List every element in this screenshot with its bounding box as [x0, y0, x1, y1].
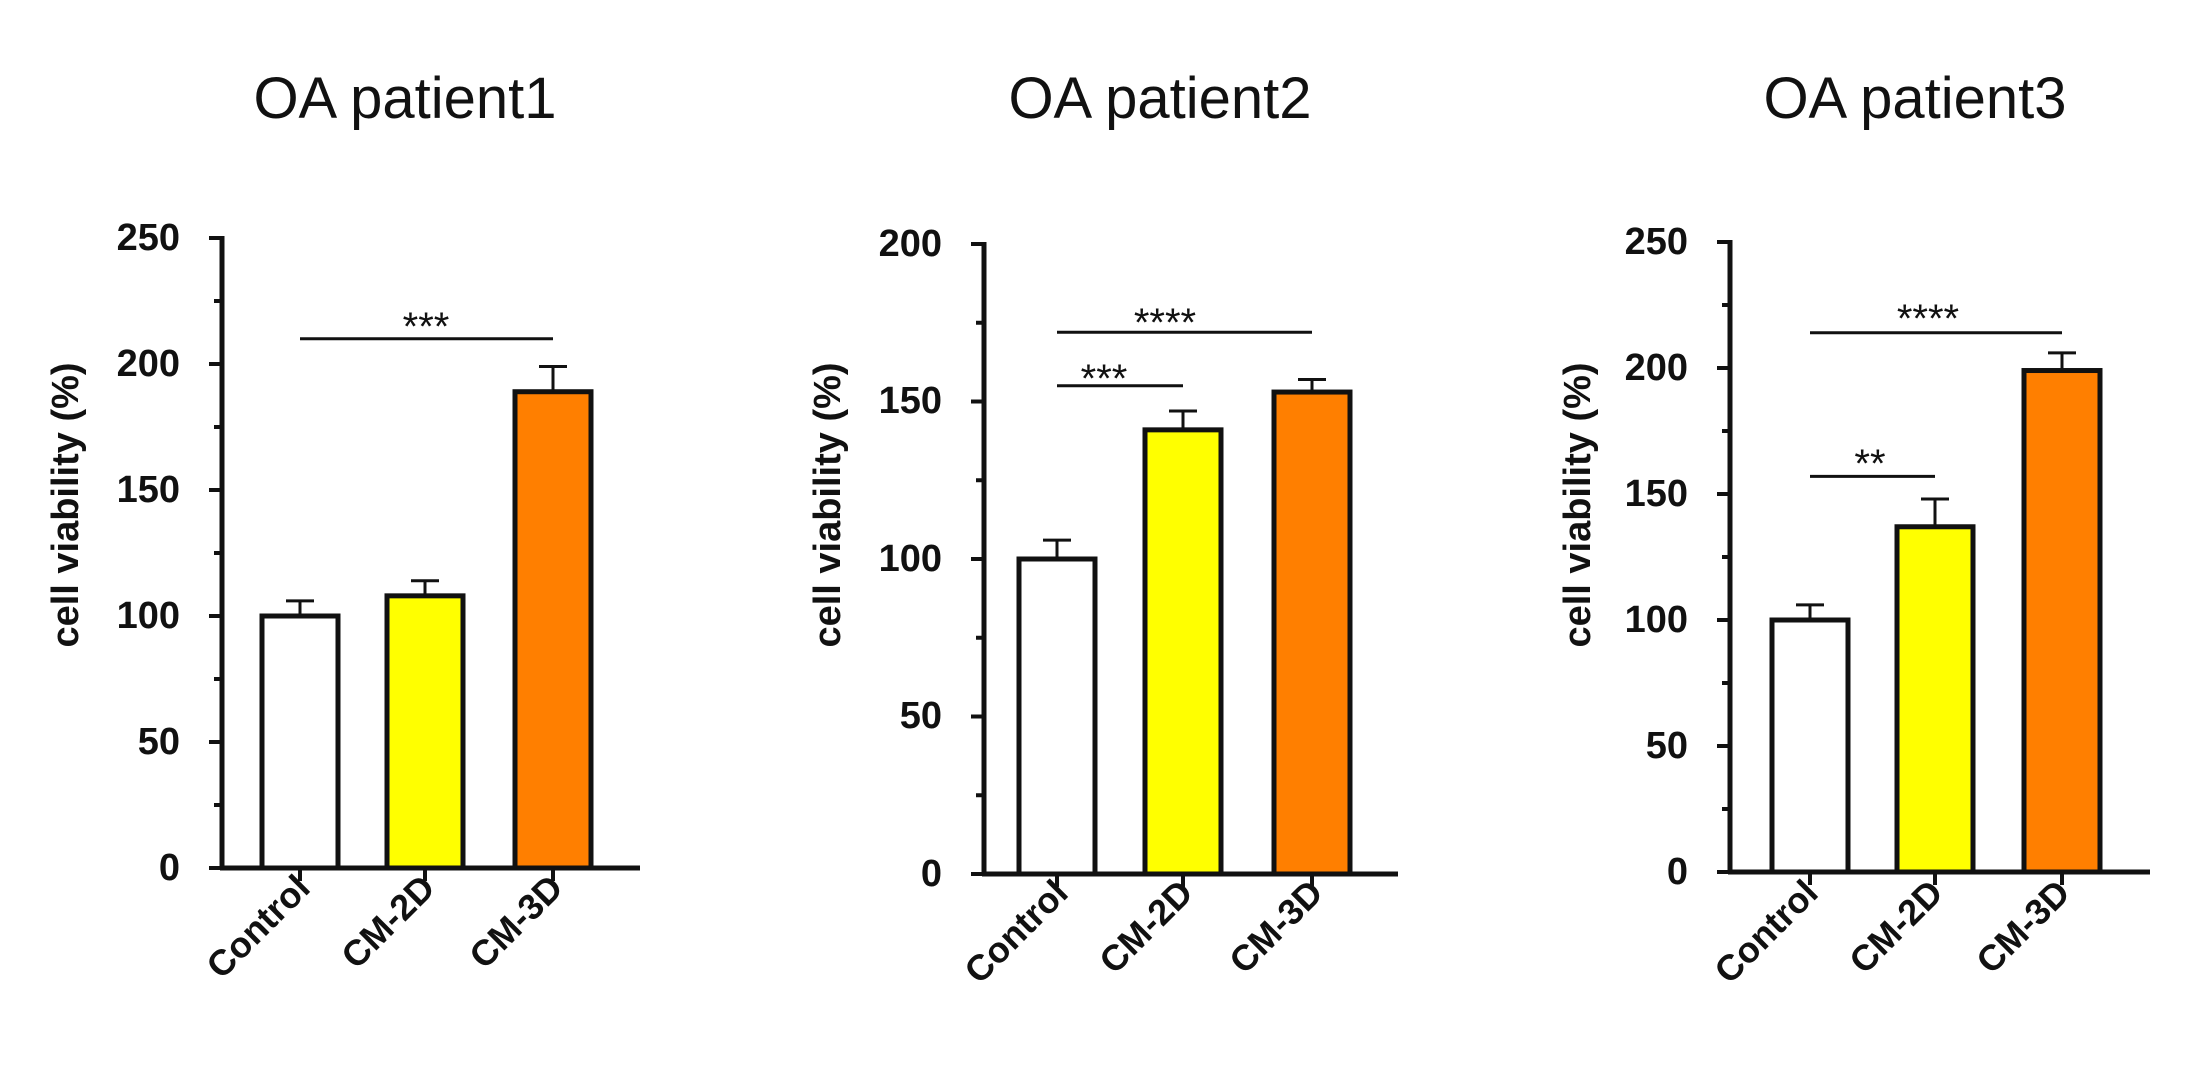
y-tick-label: 50	[1646, 725, 1688, 767]
y-tick-label: 0	[159, 847, 180, 889]
x-tick-label: CM-2D	[333, 867, 443, 977]
plot-area	[971, 242, 1398, 887]
significance-label: ****	[1897, 297, 1959, 341]
significance-label: ****	[1134, 301, 1196, 345]
chart-title: OA patient1	[253, 66, 556, 131]
x-tick-label: CM-3D	[1221, 872, 1331, 982]
y-tick-label: 100	[1625, 599, 1688, 641]
y-tick-label: 0	[1667, 851, 1688, 893]
x-tick-label: Control	[1706, 872, 1825, 991]
x-tick-label: CM-2D	[1841, 872, 1951, 982]
x-tick-label: Control	[198, 867, 317, 986]
bar-cm-2d	[1142, 427, 1224, 877]
plot-area	[209, 236, 640, 881]
bar-cm-3d	[1271, 389, 1353, 877]
x-tick-label: CM-3D	[461, 867, 571, 977]
significance-labels: ***	[403, 305, 450, 349]
y-tick-labels: 0 50 100 150 200 250	[117, 217, 180, 889]
bar-cm-2d	[384, 593, 466, 871]
bar-control	[1016, 556, 1098, 877]
y-tick-label: 0	[921, 853, 942, 895]
significance-label: ***	[1081, 357, 1128, 401]
y-tick-label: 250	[117, 217, 180, 259]
chart-panel-2: OA patient2 cell viability (%) 0 50 100 …	[807, 66, 1398, 991]
y-tick-label: 200	[117, 343, 180, 385]
x-tick-labels: Control CM-2D CM-3D	[198, 867, 570, 986]
chart-panel-3: OA patient3 cell viability (%) 0 50 100 …	[1557, 66, 2150, 991]
chart-title: OA patient2	[1008, 66, 1311, 131]
y-tick-label: 50	[900, 695, 942, 737]
y-tick-label: 200	[879, 223, 942, 265]
x-tick-label: CM-2D	[1091, 872, 1201, 982]
y-tick-label: 100	[879, 538, 942, 580]
bar-cm-3d	[512, 389, 594, 871]
significance-labels: **** ***	[1081, 301, 1196, 401]
significance-labels: **** **	[1854, 297, 1959, 486]
bar-cm-3d	[2021, 368, 2103, 875]
y-tick-label: 150	[879, 380, 942, 422]
chart-title: OA patient3	[1763, 66, 2066, 131]
y-tick-label: 200	[1625, 347, 1688, 389]
bar-control	[259, 613, 341, 871]
chart-panel-1: OA patient1 cell viability (%) 0 50 100 …	[45, 66, 640, 986]
y-axis-label: cell viability (%)	[1557, 362, 1599, 647]
y-tick-label: 100	[117, 595, 180, 637]
y-axis-label: cell viability (%)	[807, 362, 849, 647]
bar-cm-2d	[1894, 524, 1976, 875]
y-axis-label: cell viability (%)	[45, 362, 87, 647]
x-tick-labels: Control CM-2D CM-3D	[1706, 872, 2077, 991]
y-tick-label: 250	[1625, 221, 1688, 263]
y-tick-labels: 0 50 100 150 200	[879, 223, 942, 895]
y-tick-labels: 0 50 100 150 200 250	[1625, 221, 1688, 893]
x-tick-label: Control	[956, 872, 1075, 991]
y-tick-label: 150	[117, 469, 180, 511]
significance-label: **	[1854, 442, 1885, 486]
bar-control	[1769, 617, 1851, 875]
y-tick-label: 50	[138, 721, 180, 763]
x-tick-label: CM-3D	[1968, 872, 2078, 982]
significance-label: ***	[403, 305, 450, 349]
x-tick-labels: Control CM-2D CM-3D	[956, 872, 1330, 991]
plot-area	[1717, 240, 2150, 885]
y-tick-label: 150	[1625, 473, 1688, 515]
